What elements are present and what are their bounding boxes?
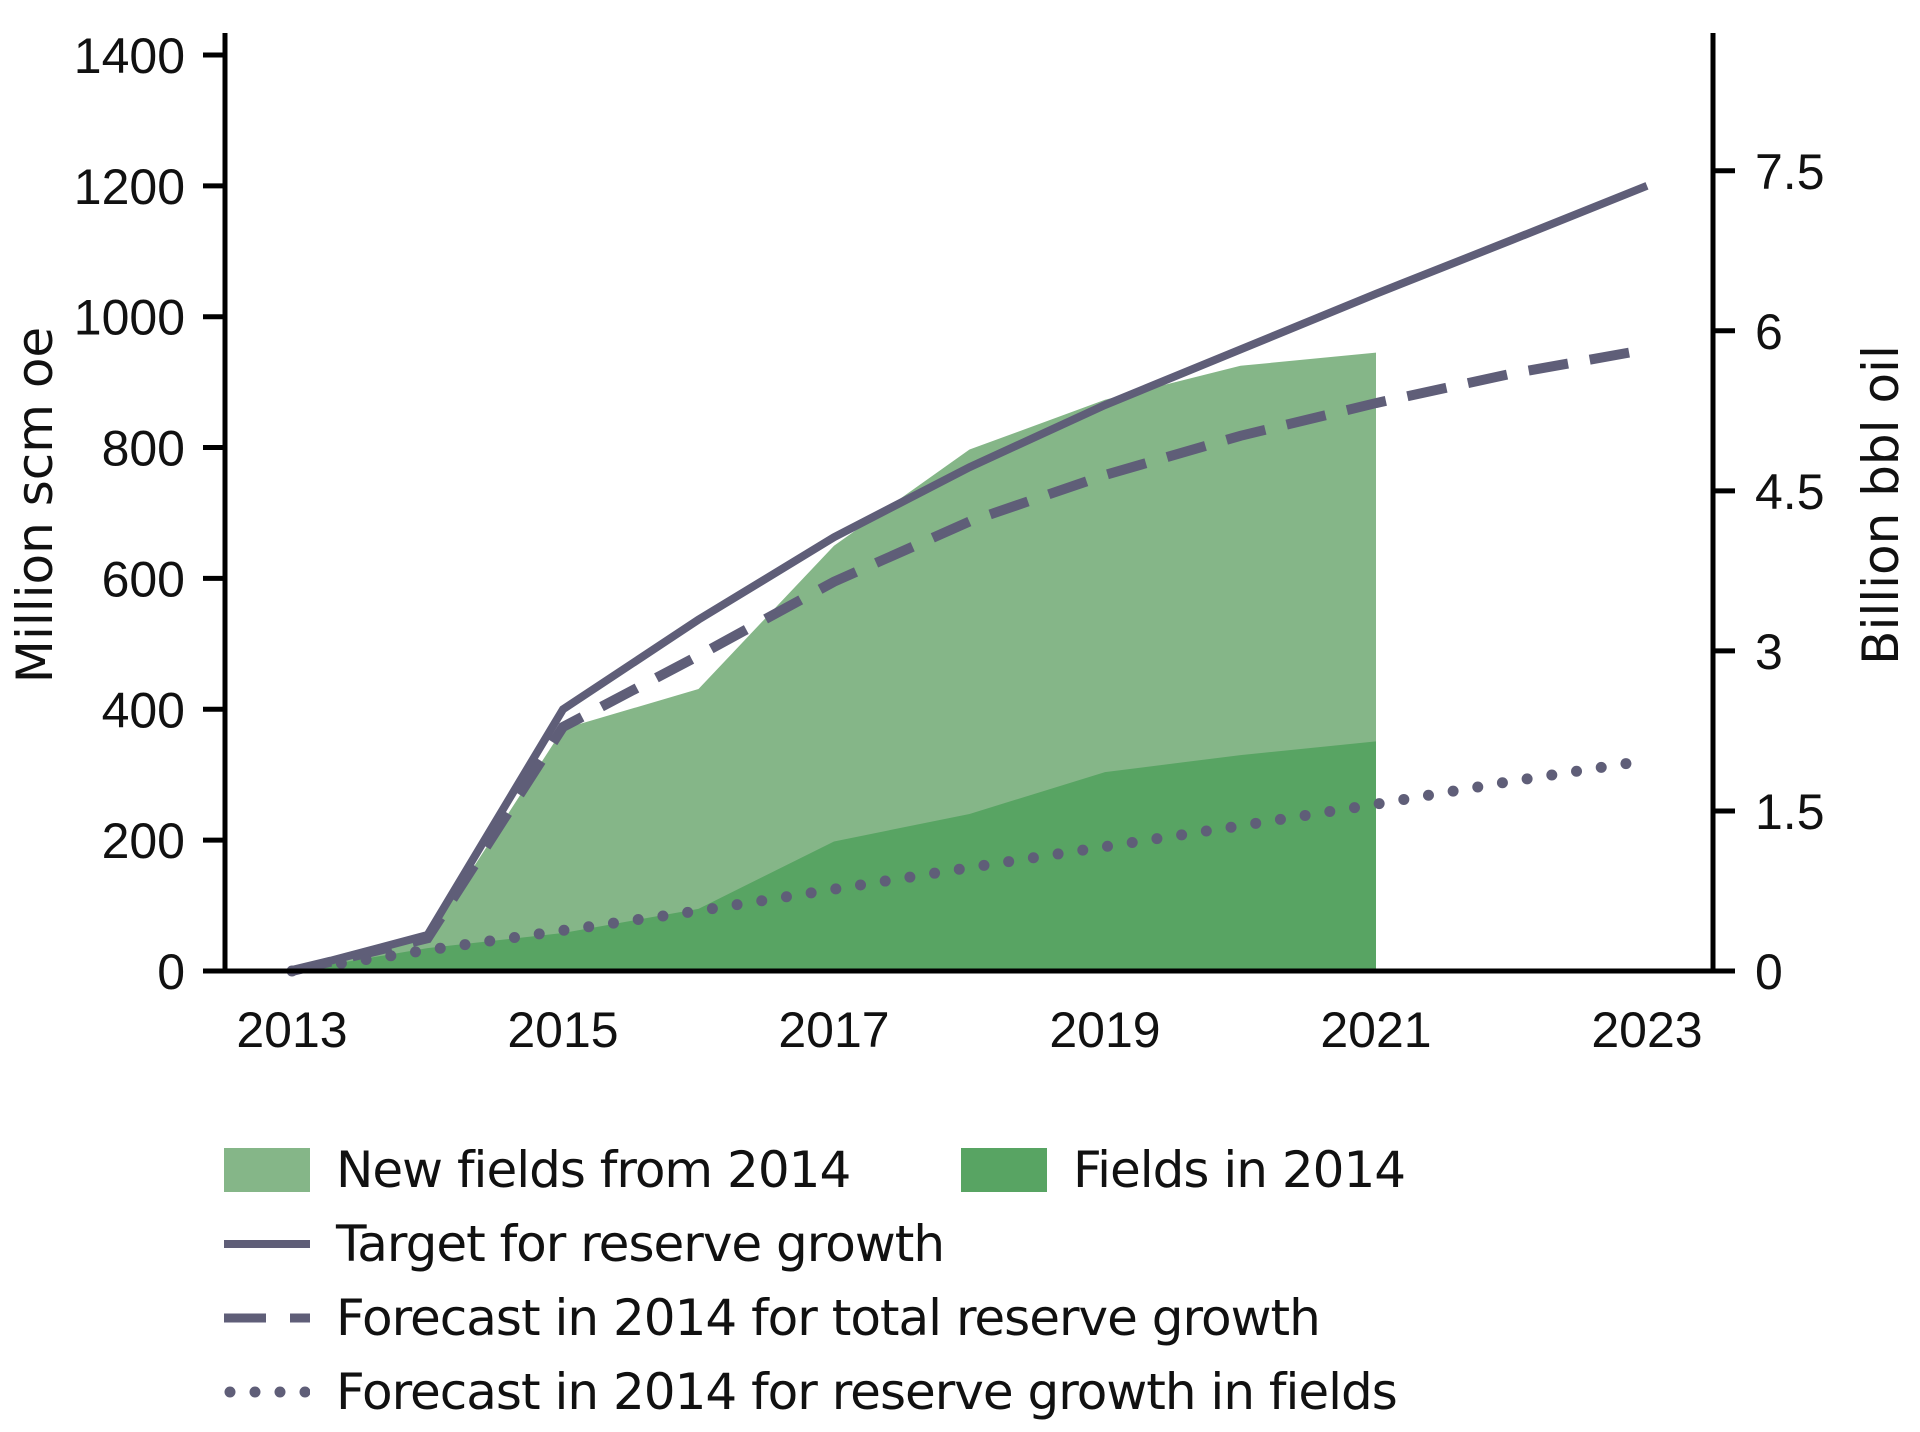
dashed-line-icon — [224, 1296, 310, 1340]
legend-label: Forecast in 2014 for reserve growth in f… — [336, 1363, 1398, 1421]
left-tick-label: 0 — [157, 944, 185, 1000]
legend-label: Fields in 2014 — [1073, 1141, 1406, 1199]
legend-item-target: Target for reserve growth — [224, 1214, 945, 1274]
x-tick-label: 2015 — [507, 1002, 618, 1058]
line-forecast-in-2014-for-total-reserve-growth — [290, 344, 1648, 976]
right-tick-label: 6 — [1755, 304, 1783, 360]
right-tick-label: 3 — [1755, 624, 1783, 680]
left-tick-label: 1200 — [74, 159, 185, 215]
x-tick-label: 2017 — [778, 1002, 889, 1058]
y-axis-title-right: Billion bbl oil — [1852, 345, 1910, 665]
legend-item-forecast-total: Forecast in 2014 for total reserve growt… — [224, 1288, 1321, 1348]
left-tick-label: 1000 — [74, 290, 185, 346]
axes: 0 200 400 600 800 1000 1200 1400 0 1.5 3 4.5 6 7.5 201… — [74, 28, 1825, 1058]
line-forecast-in-2014-for-reserve-growth-in-fields — [286, 754, 1653, 977]
left-tick-label: 200 — [102, 813, 185, 869]
x-tick-label: 2021 — [1320, 1002, 1431, 1058]
line-series — [286, 182, 1653, 977]
right-tick-label: 0 — [1755, 944, 1783, 1000]
right-tick-label: 1.5 — [1755, 784, 1825, 840]
right-tick-label: 7.5 — [1755, 144, 1825, 200]
legend-label: Target for reserve growth — [336, 1215, 945, 1273]
left-tick-label: 400 — [102, 682, 185, 738]
solid-line-icon — [224, 1222, 310, 1266]
x-tick-label: 2023 — [1591, 1002, 1702, 1058]
left-tick-label: 1400 — [74, 28, 185, 84]
area-fields-in-2014 — [292, 741, 1376, 971]
legend-item-fields-2014: Fields in 2014 — [961, 1140, 1406, 1200]
area-series — [292, 352, 1376, 971]
x-tick-label: 2013 — [236, 1002, 347, 1058]
dotted-line-icon — [224, 1370, 310, 1414]
legend-label: Forecast in 2014 for total reserve growt… — [336, 1289, 1321, 1347]
left-tick-label: 600 — [102, 551, 185, 607]
legend-item-new-fields: New fields from 2014 — [224, 1140, 851, 1200]
right-tick-label: 4.5 — [1755, 464, 1825, 520]
left-tick-label: 800 — [102, 421, 185, 477]
x-tick-label: 2019 — [1049, 1002, 1160, 1058]
light-green-swatch-icon — [224, 1148, 310, 1192]
dark-green-swatch-icon — [961, 1148, 1047, 1192]
legend-label: New fields from 2014 — [336, 1141, 851, 1199]
legend-item-forecast-fields: Forecast in 2014 for reserve growth in f… — [224, 1362, 1398, 1422]
y-axis-title-left: Million scm oe — [6, 327, 64, 683]
line-target-for-reserve-growth — [290, 182, 1649, 975]
